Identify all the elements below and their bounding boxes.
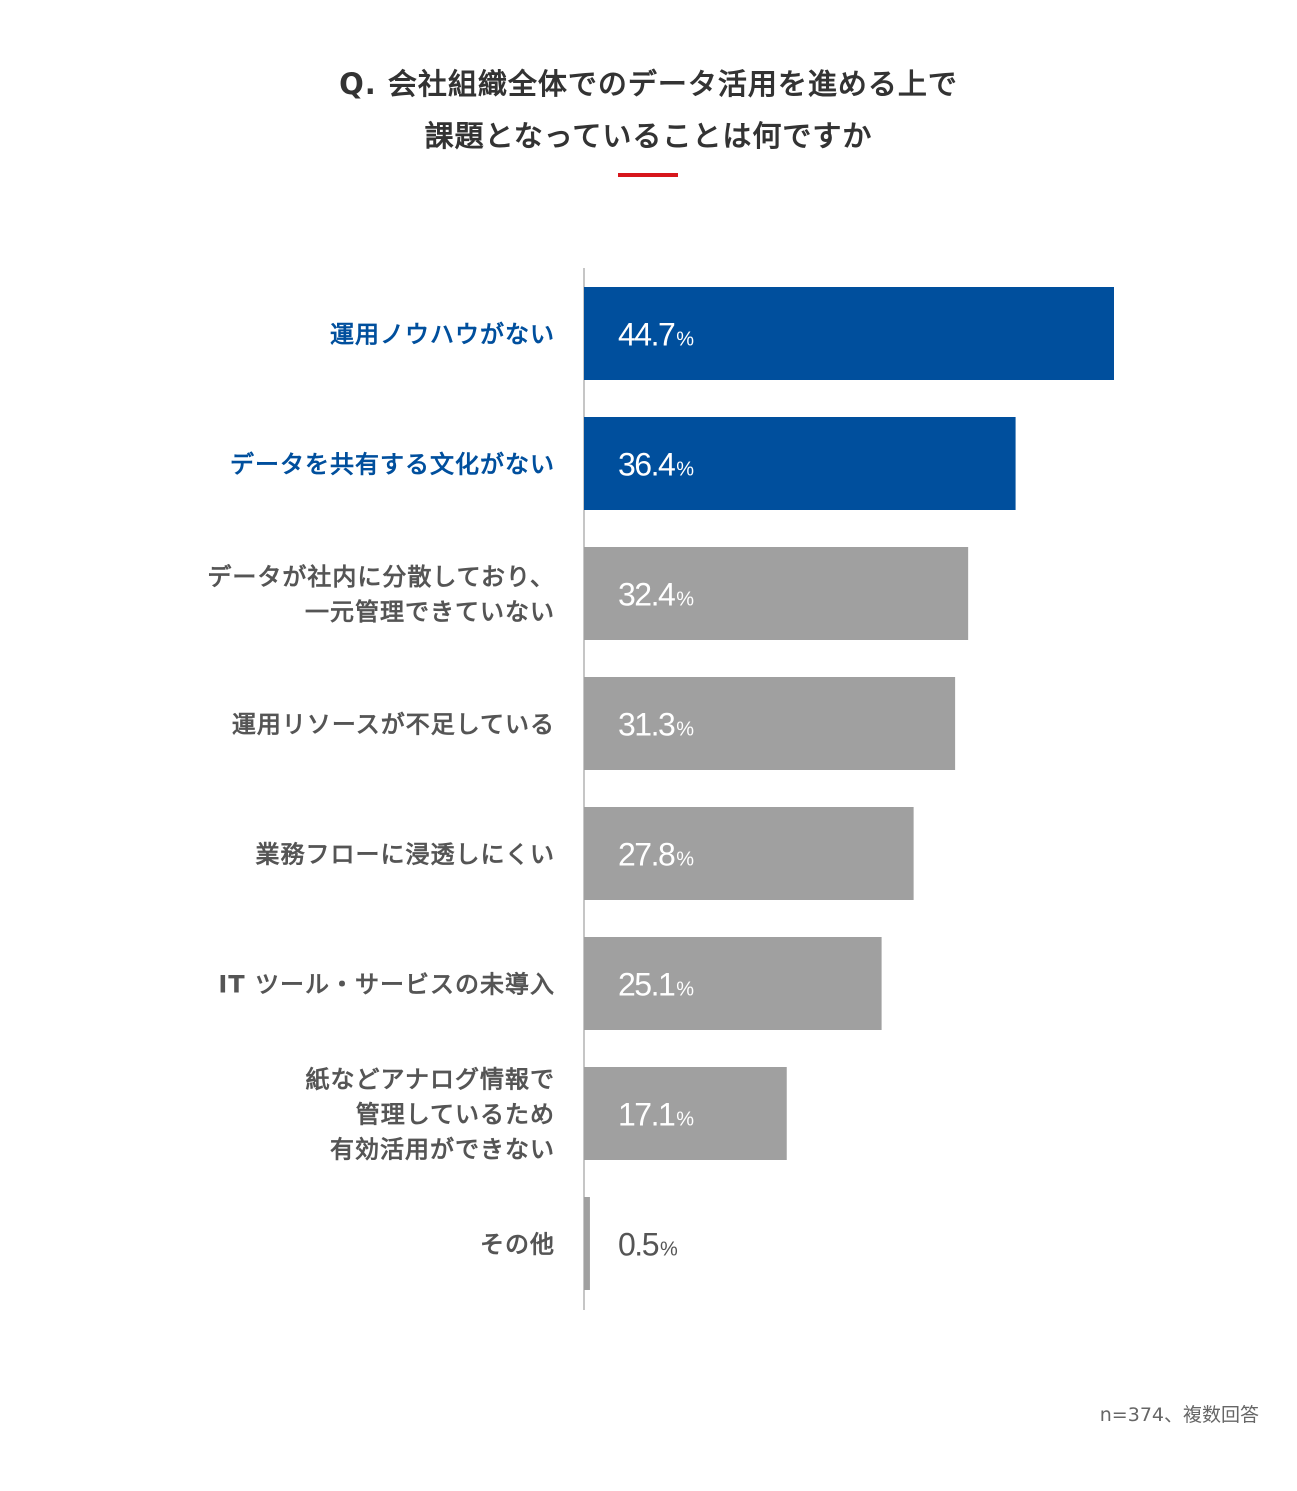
bar-6 xyxy=(584,937,882,1030)
category-label-5: 業務フローに浸透しにくい xyxy=(255,841,555,869)
bar-value-label-7: 17.1% xyxy=(618,1097,694,1133)
chart-title: Q. 会社組織全体でのデータ活用を進める上で 課題となっていることは何ですか xyxy=(0,58,1297,162)
bar-4 xyxy=(584,677,956,770)
category-label-7: 紙などアナログ情報で管理しているため有効活用ができない xyxy=(305,1066,555,1164)
bar-value-label-1: 44.7% xyxy=(618,317,694,353)
bar-value-label-3: 32.4% xyxy=(618,577,694,613)
bar-value-label-5: 27.8% xyxy=(618,837,694,873)
category-label-6: IT ツール・サービスの未導入 xyxy=(218,971,555,999)
bar-value-label-8: 0.5% xyxy=(618,1227,678,1263)
bar-1 xyxy=(584,287,1114,380)
category-label-3: データが社内に分散しており、一元管理できていない xyxy=(207,563,555,626)
bar-2 xyxy=(584,417,1016,510)
bar-value-label-6: 25.1% xyxy=(618,967,694,1003)
category-label-2: データを共有する文化がない xyxy=(230,451,555,479)
chart-title-line-1: Q. 会社組織全体でのデータ活用を進める上で xyxy=(339,67,958,101)
category-label-4: 運用リソースが不足している xyxy=(232,711,555,739)
bar-3 xyxy=(584,547,969,640)
category-label-1: 運用ノウハウがない xyxy=(330,321,555,349)
footnote: n=374、複数回答 xyxy=(1099,1404,1259,1426)
bar-value-label-4: 31.3% xyxy=(618,707,694,743)
bar-value-label-2: 36.4% xyxy=(618,447,694,483)
bar-5 xyxy=(584,807,914,900)
title-accent-line xyxy=(618,173,678,177)
chart-title-line-2: 課題となっていることは何ですか xyxy=(424,119,873,153)
bar-7 xyxy=(584,1067,787,1160)
bar-8 xyxy=(584,1197,590,1290)
category-label-8: その他 xyxy=(480,1231,555,1259)
